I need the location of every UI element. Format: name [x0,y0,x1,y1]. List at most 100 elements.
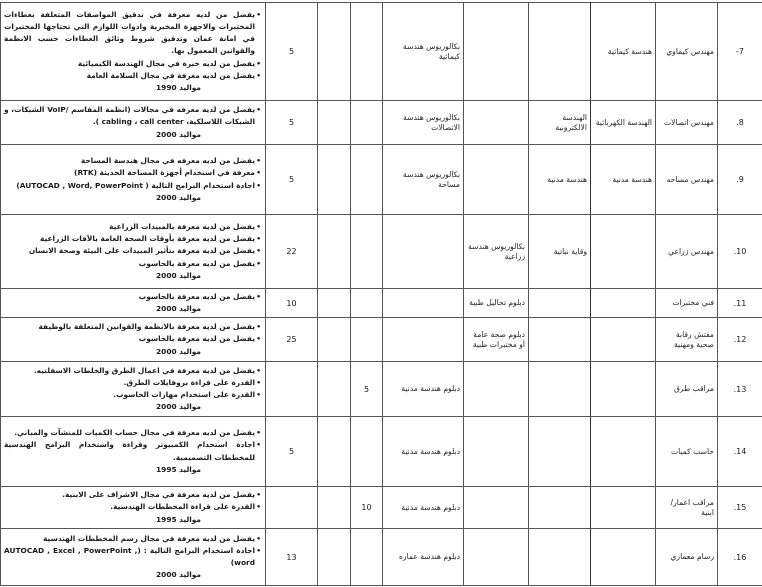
requirements-list: يفضل من لديه معرفة بالمبيدات الزراعيةيفض… [4,221,261,270]
requirements-list: يفضل من لديه معرفة في تدقيق المواصفات ال… [4,9,261,82]
specialization-3 [463,416,529,487]
qualification: بكالوريوس هندسة الاتصالات [382,100,464,145]
requirements: يفضل من لديه معرفه في مجال هندسة المساحة… [0,144,266,215]
requirement-item: القدرة على استخدام مهارات الحاسوب. [4,389,261,401]
vacancy-count: 5 [265,2,318,101]
vacancy-count [265,486,318,529]
requirements-list: يفضل من لديه معرفة في مجال الاشراف على ا… [4,489,261,514]
table-row: 14.حاسب كميات دبلوم هندسة مدنية 5 يفضل من ل… [0,416,762,487]
qualification [382,214,464,289]
specialization-3 [463,100,529,145]
specialization-3 [463,2,529,101]
specialization-2: الهندسة الالكترونية [528,100,591,145]
specialization-3 [463,144,529,215]
count-alt-1 [350,2,383,101]
count-alt-2 [317,416,351,487]
requirement-item: يفضل من لديه معرفة في مجال رسم المخططات … [4,533,261,545]
table-row: 15. مراقب اعمار/ ابنية دبلوم هندسة مدنية 10… [0,486,762,529]
specialization-2 [528,528,591,586]
qualification: بكالوريوس هندسة كيمائية [382,2,464,101]
job-title: مهندس كيماوي [655,2,718,101]
specialization-3 [463,361,529,417]
qualification: بكالوريوس هندسة مساحة [382,144,464,215]
job-title: مفتش رقابة صحية ومهنية [655,317,718,362]
requirement-item: يفضل من لديه معرفة في اعمال الطرق والخلط… [4,365,261,377]
requirements: يفضل من لديه معرفة بالمبيدات الزراعيةيفض… [0,214,266,289]
job-title: مراقب طرق [655,361,718,417]
vacancy-count: 13 [265,528,318,586]
row-number: 11. [717,288,762,318]
table-row: 12. مفتش رقابة صحية ومهنية دبلوم صحة عامة … [0,317,762,362]
count-alt-1 [350,288,383,318]
requirements: يفضل من لديه معرفة بالانظمة والقوانين ال… [0,317,266,362]
count-alt-1 [350,214,383,289]
count-alt-1: 10 [350,486,383,529]
requirement-item: اجادة استخدام البرامج التالية : (AUTOCAD… [4,545,261,569]
table-row: 16.رسام معماري دبلوم هندسة عماره 13 يفضل من… [0,528,762,586]
job-title: رسام معماري [655,528,718,586]
table-row: 7- مهندس كيماوي هندسة كيمائية بكالوريوس هند… [0,2,762,101]
requirement-item: اجادة استخدام الكمبيوتر وقراءة واستخدام … [4,439,261,463]
requirement-item: يفضل من لديه معرفة بالمبيدات الزراعية [4,221,261,233]
row-number: 16. [717,528,762,586]
specialization-1: هندسة كيمائية [590,2,656,101]
row-number: 15. [717,486,762,529]
table-row: 10. مهندس زراعي وقاية نباتية بكالوريوس هندس… [0,214,762,289]
count-alt-2 [317,2,351,101]
count-alt-2 [317,100,351,145]
specialization-2: وقاية نباتية [528,214,591,289]
count-alt-1 [350,144,383,215]
vacancy-count: 10 [265,288,318,318]
requirement-item: يفضل من لديه معرفة بالانظمة والقوانين ال… [4,321,261,333]
requirements: يفضل من لديه معرفة في مجال رسم المخططات … [0,528,266,586]
count-alt-2 [317,214,351,289]
job-title: فني مختبرات [655,288,718,318]
specialization-3 [463,528,529,586]
count-alt-2 [317,361,351,417]
requirement-item: يفضل من لديه معرفة بالحاسوب [4,333,261,345]
specialization-1 [590,416,656,487]
requirements: يفضل من لديه معرفة في تدقيق المواصفات ال… [0,2,266,101]
birth-year: مواليد 1995 [156,464,201,474]
requirement-item: يفضل من لديه معرفة بأوقات الصحة العامة ب… [4,233,261,245]
qualification: دبلوم هندسة عماره [382,528,464,586]
qualification [382,288,464,318]
specialization-1 [590,361,656,417]
specialization-2 [528,317,591,362]
requirements-list: يفضل من لديه معرفه في مجال هندسة المساحة… [4,155,261,192]
requirement-item: يفضل من لديه خبرة في مجال الهندسة الكيمي… [4,58,261,70]
requirement-item: يفضل من لديه معرفه في مجالات (انظمة المق… [4,104,261,128]
qualification [382,317,464,362]
requirement-item: القدرة على قراءة بروفايلات الطرق. [4,377,261,389]
row-number: 10. [717,214,762,289]
specialization-2 [528,486,591,529]
specialization-2 [528,416,591,487]
requirement-item: يفضل من لديه معرفة بتأثير المبيدات على ا… [4,245,261,257]
specialization-3: دبلوم تحاليل طبية [463,288,529,318]
row-number: 9. [717,144,762,215]
requirement-item: يفضل من لديه معرفة في تدقيق المواصفات ال… [4,9,261,58]
specialization-1 [590,288,656,318]
job-title: مهندس زراعي [655,214,718,289]
requirement-item: يفضل من لديه معرفة في مجال السلامة العام… [4,70,261,82]
birth-year: مواليد 2000 [156,270,201,280]
specialization-1 [590,317,656,362]
job-title: مراقب اعمار/ ابنية [655,486,718,529]
requirement-item: يفضل من لديه معرفة في مجال حساب الكميات … [4,427,261,439]
count-alt-2 [317,486,351,529]
requirements: يفضل من لديه معرفة في مجال حساب الكميات … [0,416,266,487]
count-alt-1 [350,100,383,145]
requirement-item: يفضل من لديه معرفة في مجال الاشراف على ا… [4,489,261,501]
vacancy-count: 25 [265,317,318,362]
birth-year: مواليد 2000 [156,346,201,356]
requirements-list: يفضل من لديه معرفة بالحاسوب [4,291,261,303]
specialization-3: بكالوريوس هندسة زراعية [463,214,529,289]
vacancy-count [265,361,318,417]
specialization-1: هندسة مدنية [590,144,656,215]
requirement-item: القدرة على قراءة المخططات الهندسية. [4,501,261,513]
requirements-list: يفضل من لديه معرفة في مجال حساب الكميات … [4,427,261,464]
requirements-list: يفضل من لديه معرفة بالانظمة والقوانين ال… [4,321,261,346]
requirement-item: يفضل من لديه معرفة بالحاسوب [4,291,261,303]
count-alt-1 [350,416,383,487]
